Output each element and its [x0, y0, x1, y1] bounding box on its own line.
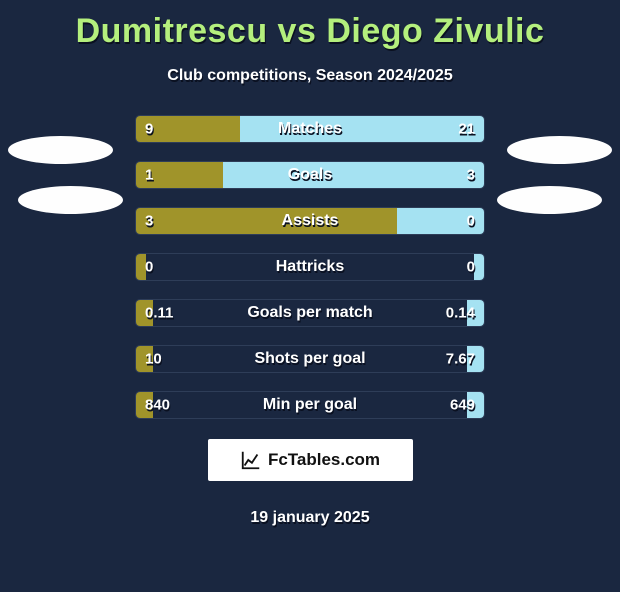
bar-track: [135, 391, 485, 419]
comparison-chart: 9 Matches 21 1 Goals 3 3 Assists 0 0 Hat…: [0, 115, 620, 419]
bar-track: [135, 345, 485, 373]
stat-row: 3 Assists 0: [135, 207, 485, 235]
bar-track: [135, 207, 485, 235]
value-right: 3: [467, 167, 475, 184]
value-left: 3: [145, 213, 153, 230]
chart-icon: [240, 449, 262, 471]
bar-right: [474, 254, 484, 280]
value-left: 10: [145, 351, 162, 368]
stat-row: 10 Shots per goal 7.67: [135, 345, 485, 373]
value-right: 649: [450, 397, 475, 414]
value-left: 0.11: [145, 305, 173, 322]
bar-right: [223, 162, 484, 188]
value-left: 0: [145, 259, 153, 276]
value-right: 0: [467, 259, 475, 276]
stat-row: 840 Min per goal 649: [135, 391, 485, 419]
value-right: 0.14: [446, 305, 475, 322]
value-left: 1: [145, 167, 153, 184]
date-text: 19 january 2025: [0, 509, 620, 527]
watermark: FcTables.com: [208, 439, 413, 481]
stat-row: 9 Matches 21: [135, 115, 485, 143]
stat-row: 1 Goals 3: [135, 161, 485, 189]
bar-track: [135, 161, 485, 189]
bar-track: [135, 253, 485, 281]
bar-track: [135, 115, 485, 143]
subtitle: Club competitions, Season 2024/2025: [0, 67, 620, 85]
bar-track: [135, 299, 485, 327]
stat-row: 0 Hattricks 0: [135, 253, 485, 281]
value-right: 7.67: [446, 351, 475, 368]
value-left: 9: [145, 121, 153, 138]
value-right: 21: [458, 121, 475, 138]
page-title: Dumitrescu vs Diego Zivulic: [0, 12, 620, 51]
bar-right: [240, 116, 484, 142]
watermark-text: FcTables.com: [268, 450, 380, 470]
value-left: 840: [145, 397, 170, 414]
bar-left: [136, 208, 397, 234]
value-right: 0: [467, 213, 475, 230]
stat-row: 0.11 Goals per match 0.14: [135, 299, 485, 327]
